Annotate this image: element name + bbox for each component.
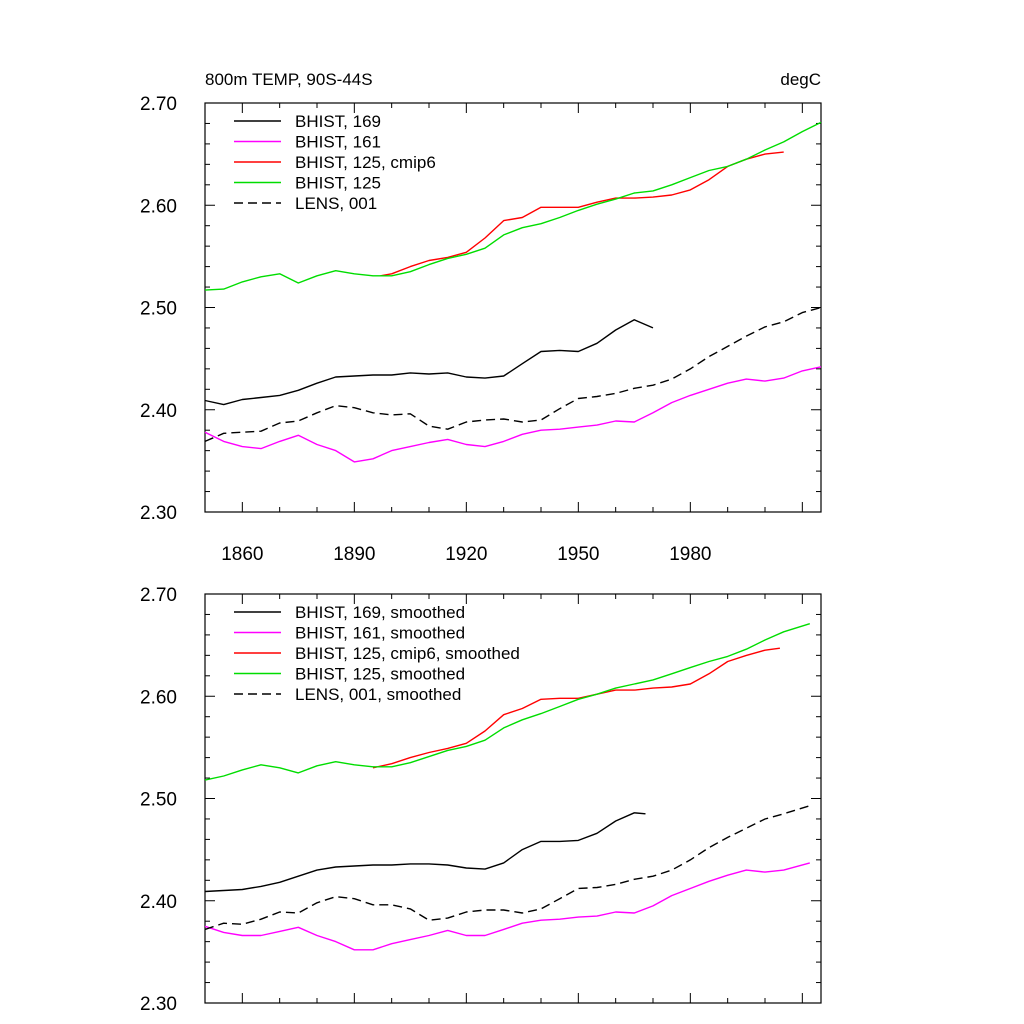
series-line-bhist-161 <box>204 366 822 463</box>
legend-label: BHIST, 169, smoothed <box>295 603 465 622</box>
series-group <box>204 121 822 463</box>
x-tick-label: 1890 <box>333 544 375 565</box>
y-tick-label: 2.30 <box>140 503 177 524</box>
series-line-lens-001 <box>204 306 822 443</box>
series-group <box>204 623 811 951</box>
y-tick-label: 2.70 <box>140 94 177 115</box>
legend-label: LENS, 001 <box>295 194 377 213</box>
series-line-bhist-169 <box>204 319 654 406</box>
legend-label: BHIST, 169 <box>295 112 381 131</box>
x-axis-ticks <box>204 594 803 1003</box>
series-line-bhist-169-smoothed <box>204 812 646 893</box>
x-tick-label: 1860 <box>221 544 263 565</box>
series-line-bhist-125-cmip6-smoothed <box>372 647 780 769</box>
x-tick-label: 1920 <box>445 544 487 565</box>
y-tick-label: 2.50 <box>140 299 177 320</box>
y-tick-label: 2.50 <box>140 790 177 811</box>
bottom-panel: 2.30 2.40 2.50 2.60 2.70 BHIST, 169, smoothed… <box>140 585 822 1015</box>
legend-label: BHIST, 161, smoothed <box>295 624 465 643</box>
legend-label: BHIST, 161 <box>295 133 381 152</box>
legend-label: LENS, 001, smoothed <box>295 685 461 704</box>
legend: BHIST, 169, smoothed BHIST, 161, smoothed… <box>234 603 520 704</box>
series-line-bhist-125-smoothed <box>204 623 811 781</box>
y-tick-label: 2.30 <box>140 994 177 1015</box>
series-line-bhist-125-cmip6 <box>380 151 784 277</box>
y-axis-ticks <box>205 593 821 1004</box>
x-axis-ticks <box>204 103 803 512</box>
units-label: degC <box>780 70 821 89</box>
chart-title: 800m TEMP, 90S-44S <box>205 70 373 89</box>
y-tick-label: 2.40 <box>140 401 177 422</box>
series-line-bhist-125 <box>204 121 822 291</box>
y-tick-label: 2.60 <box>140 687 177 708</box>
x-tick-label: 1950 <box>557 544 599 565</box>
series-line-lens-001-smoothed <box>204 805 811 931</box>
legend-label: BHIST, 125, smoothed <box>295 665 465 684</box>
y-tick-label: 2.40 <box>140 892 177 913</box>
legend-label: BHIST, 125, cmip6, smoothed <box>295 644 520 663</box>
y-tick-label: 2.70 <box>140 585 177 606</box>
x-tick-label: 1980 <box>669 544 711 565</box>
legend-label: BHIST, 125, cmip6 <box>295 153 436 172</box>
series-line-bhist-161-smoothed <box>204 862 810 951</box>
legend-label: BHIST, 125 <box>295 174 381 193</box>
top-panel: 1860 1890 1920 1950 1980 2.30 2.40 2.50 2.60 2.70… <box>140 70 822 565</box>
y-tick-label: 2.60 <box>140 196 177 217</box>
